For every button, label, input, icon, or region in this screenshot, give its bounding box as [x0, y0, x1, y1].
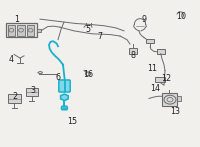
Bar — [146, 39, 154, 43]
Text: 10: 10 — [176, 12, 186, 21]
Text: 14: 14 — [150, 84, 160, 93]
Polygon shape — [61, 106, 68, 110]
Bar — [27, 25, 34, 36]
Text: 12: 12 — [161, 74, 171, 83]
Bar — [17, 25, 25, 36]
Text: 3: 3 — [30, 86, 36, 95]
Bar — [162, 93, 177, 106]
Text: 9: 9 — [141, 15, 147, 24]
Polygon shape — [38, 72, 43, 74]
Text: 15: 15 — [67, 117, 77, 126]
Bar — [177, 96, 181, 101]
Bar — [8, 25, 15, 36]
Text: 2: 2 — [12, 92, 18, 101]
Text: 16: 16 — [83, 70, 93, 79]
Bar — [8, 94, 21, 103]
Text: 11: 11 — [147, 64, 157, 73]
Text: 6: 6 — [55, 73, 60, 82]
FancyBboxPatch shape — [59, 80, 70, 92]
Bar — [129, 48, 137, 54]
Bar — [155, 77, 165, 82]
Bar — [37, 29, 41, 32]
Text: 4: 4 — [8, 55, 14, 64]
Text: 5: 5 — [85, 25, 91, 34]
Text: 7: 7 — [97, 31, 103, 41]
Polygon shape — [61, 94, 68, 101]
Bar — [26, 88, 38, 96]
Bar — [157, 49, 165, 54]
Text: 1: 1 — [14, 15, 20, 24]
Bar — [6, 23, 37, 37]
Text: 8: 8 — [130, 51, 136, 60]
Text: 13: 13 — [170, 107, 180, 116]
